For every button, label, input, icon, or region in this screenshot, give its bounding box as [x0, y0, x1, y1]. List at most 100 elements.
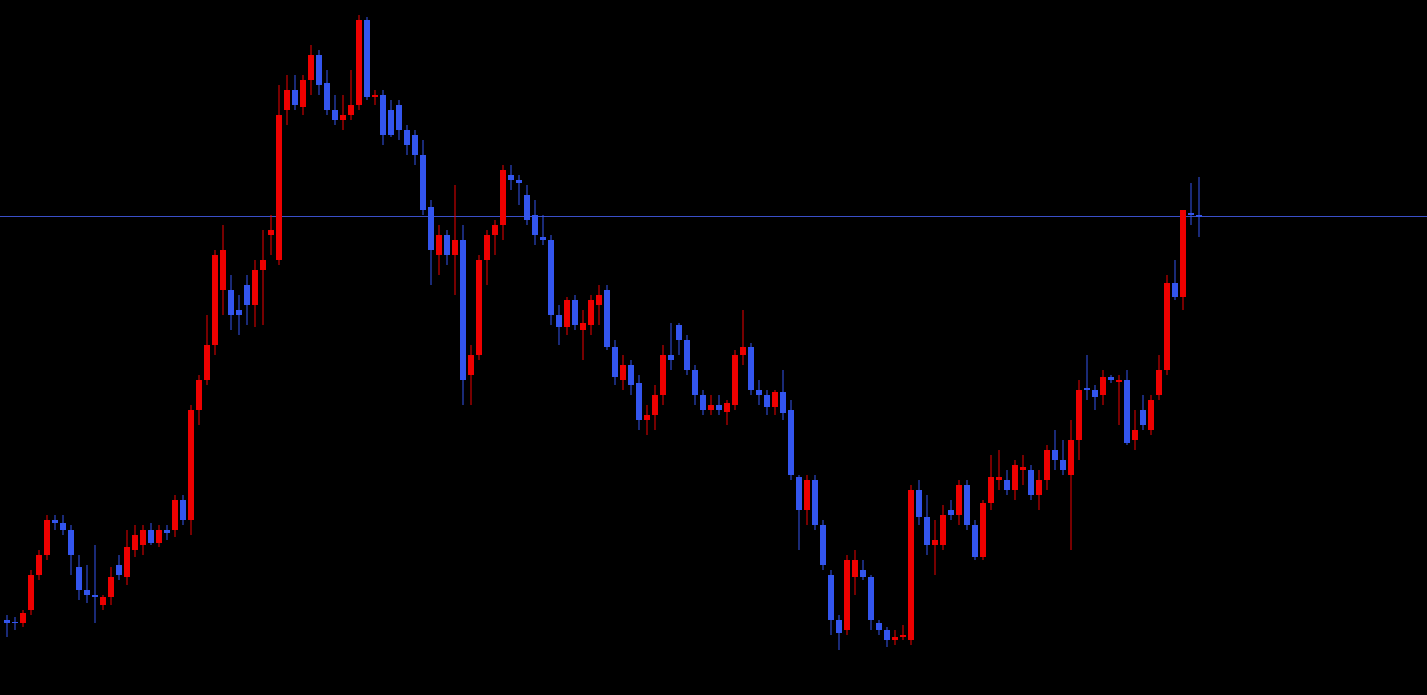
candle-body: [900, 635, 906, 637]
candle-body: [988, 477, 994, 503]
candle-body: [580, 323, 586, 330]
candle-body: [740, 347, 746, 355]
candle-body: [212, 255, 218, 345]
candle-body: [948, 510, 954, 515]
candle-body: [660, 355, 666, 395]
candle-body: [1036, 480, 1042, 495]
candle-body: [932, 540, 938, 545]
candle-body: [348, 105, 354, 115]
candle-body: [268, 230, 274, 235]
candle-body: [636, 383, 642, 420]
candle-body: [180, 500, 186, 520]
candle-body: [452, 240, 458, 255]
candle-body: [116, 565, 122, 575]
candle-body: [764, 395, 770, 407]
candle-body: [700, 395, 706, 410]
candle-body: [716, 405, 722, 410]
candle-body: [1084, 388, 1090, 390]
candle-body: [276, 115, 282, 260]
candle-body: [852, 560, 858, 577]
candle-body: [20, 613, 26, 623]
candle-body: [100, 597, 106, 605]
candle-body: [924, 517, 930, 545]
candle-body: [628, 365, 634, 385]
candle-body: [1004, 480, 1010, 490]
candle-body: [484, 235, 490, 260]
candle-body: [540, 237, 546, 240]
candle-body: [92, 595, 98, 597]
candle-body: [444, 235, 450, 255]
candle-body: [876, 623, 882, 630]
candle-body: [412, 135, 418, 155]
candle-body: [708, 405, 714, 410]
candle-body: [1164, 283, 1170, 370]
candle-body: [164, 530, 170, 533]
candle-body: [804, 480, 810, 510]
candle-body: [332, 110, 338, 120]
candle-body: [1196, 215, 1202, 217]
candle-body: [692, 370, 698, 395]
candle-body: [388, 110, 394, 135]
candle-body: [356, 20, 362, 105]
candle-body: [844, 560, 850, 630]
candle-body: [60, 523, 66, 530]
candle-body: [916, 490, 922, 517]
candle-body: [460, 240, 466, 380]
candle-body: [284, 90, 290, 110]
candle-body: [300, 80, 306, 107]
candle-body: [652, 395, 658, 415]
candle-body: [524, 195, 530, 220]
candle-body: [1148, 400, 1154, 430]
candle-body: [204, 345, 210, 380]
candle-body: [892, 637, 898, 640]
candle-body: [1188, 213, 1194, 215]
candle-body: [588, 300, 594, 325]
candle-body: [1116, 380, 1122, 382]
candle-body: [820, 525, 826, 565]
candle-body: [868, 577, 874, 620]
candle-body: [508, 175, 514, 180]
candle-body: [340, 115, 346, 120]
candle-body: [220, 250, 226, 290]
candle-body: [132, 535, 138, 550]
candle-body: [596, 295, 602, 305]
candle-body: [324, 83, 330, 110]
candle-body: [644, 415, 650, 420]
candle-body: [36, 555, 42, 575]
candle-body: [500, 170, 506, 225]
candle-body: [668, 355, 674, 360]
candle-body: [796, 477, 802, 510]
candle-body: [1180, 210, 1186, 297]
candle-body: [1060, 460, 1066, 470]
candle-body: [228, 290, 234, 315]
candle-body: [884, 630, 890, 640]
candle-body: [428, 207, 434, 250]
candle-body: [84, 590, 90, 595]
candle-body: [316, 55, 322, 85]
candle-body: [860, 570, 866, 577]
candle-body: [372, 95, 378, 97]
candle-body: [620, 365, 626, 380]
candle-body: [556, 315, 562, 327]
candle-body: [1140, 410, 1146, 425]
candle-body: [1108, 377, 1114, 380]
candle-body: [956, 485, 962, 515]
candle-body: [724, 403, 730, 412]
candle-body: [684, 340, 690, 370]
candle-body: [52, 520, 58, 523]
candle-body: [148, 530, 154, 543]
candle-body: [396, 105, 402, 130]
candle-body: [380, 95, 386, 135]
candle-body: [404, 130, 410, 145]
candle-body: [1132, 430, 1138, 440]
candle-body: [516, 180, 522, 183]
candle-body: [1100, 377, 1106, 395]
candle-body: [548, 240, 554, 315]
candle-body: [172, 500, 178, 530]
candle-body: [964, 485, 970, 525]
candle-body: [76, 567, 82, 590]
candle-body: [1092, 390, 1098, 397]
candle-body: [1052, 450, 1058, 460]
candle-body: [1020, 467, 1026, 470]
